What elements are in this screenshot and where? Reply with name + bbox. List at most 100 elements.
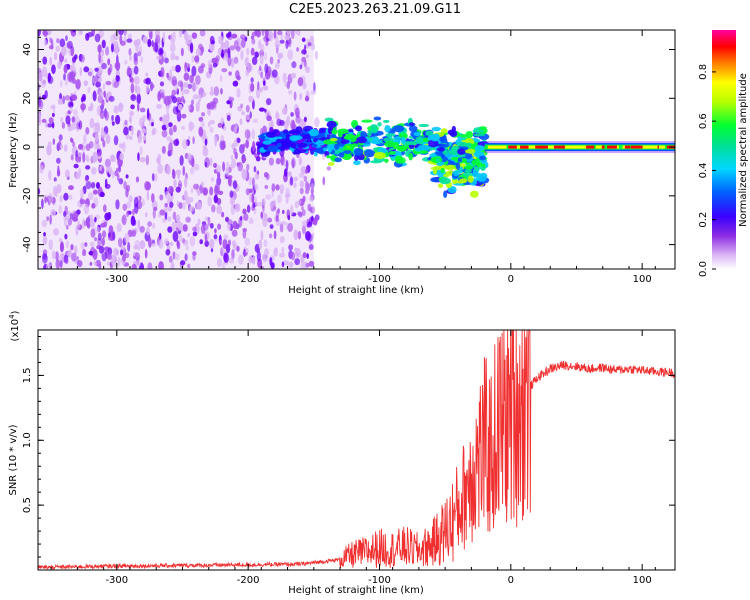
heatmap-cell <box>64 95 71 101</box>
heatmap-cell <box>120 40 126 46</box>
heatmap-cell <box>408 122 415 126</box>
heatmap-cell <box>303 116 307 123</box>
heatmap-cell <box>124 252 130 259</box>
heatmap-cell <box>94 132 99 143</box>
heatmap-cell <box>96 226 100 234</box>
heatmap-cell <box>252 118 258 124</box>
heatmap-cell <box>299 187 304 195</box>
heatmap-cell <box>118 178 124 185</box>
heatmap-cell <box>63 221 67 227</box>
heatmap-cell <box>177 103 183 111</box>
heatmap-cell <box>110 157 117 163</box>
heatmap-cell <box>312 205 316 215</box>
heatmap-cell <box>248 255 253 264</box>
heatmap-cell <box>470 190 479 198</box>
heatmap-cell <box>82 248 87 257</box>
heatmap-cell <box>145 77 151 85</box>
heatmap-cell <box>479 155 486 161</box>
heatmap-cell <box>41 198 44 209</box>
heatmap-cell <box>68 185 74 191</box>
heatmap-cell <box>98 52 101 63</box>
heatmap-cell <box>269 224 274 230</box>
heatmap-cell <box>251 56 258 65</box>
heatmap-cell <box>146 190 150 201</box>
heatmap-cell <box>287 171 293 177</box>
heatmap-cell <box>228 96 235 102</box>
heatmap-cell <box>255 30 261 38</box>
x-tick-label: 100 <box>633 274 652 285</box>
heatmap-cell <box>145 154 150 166</box>
heatmap-cell <box>500 145 506 149</box>
heatmap-cell <box>326 155 331 159</box>
heatmap-cell <box>166 136 172 141</box>
snr-series-line <box>38 330 675 570</box>
heatmap-cell <box>232 180 238 190</box>
heatmap-cell <box>158 238 164 249</box>
heatmap-cell <box>87 86 91 94</box>
heatmap-cell <box>258 239 263 250</box>
heatmap-cell <box>197 190 201 196</box>
heatmap-cell <box>71 56 77 63</box>
heatmap-cell <box>108 95 115 102</box>
heatmap-cell <box>227 219 233 225</box>
heatmap-cell <box>295 126 303 134</box>
heatmap-cell <box>285 39 289 50</box>
heatmap-cell <box>293 182 297 189</box>
heatmap-cell <box>92 249 98 260</box>
colorbar-tick-label: 0.4 <box>698 162 709 178</box>
heatmap-cell <box>261 30 265 36</box>
heatmap-cell <box>100 127 104 134</box>
heatmap-cell <box>269 201 275 209</box>
heatmap-cell <box>42 236 48 245</box>
heatmap-cell <box>254 173 260 180</box>
heatmap-cell <box>287 222 293 232</box>
heatmap-cell <box>68 249 72 258</box>
heatmap-cell <box>90 182 96 189</box>
heatmap-cell <box>344 147 352 151</box>
heatmap-cell <box>178 179 182 185</box>
y-tick-label: 1.0 <box>22 432 33 448</box>
heatmap-cell <box>159 194 164 201</box>
heatmap-cell <box>138 133 143 140</box>
heatmap-cell <box>265 194 272 200</box>
heatmap-cell <box>437 183 444 189</box>
heatmap-cell <box>366 132 372 137</box>
heatmap-cell <box>69 105 73 113</box>
heatmap-cell <box>281 246 285 254</box>
heatmap-cell <box>293 91 297 101</box>
heatmap-cell <box>147 221 152 227</box>
heatmap-cell <box>107 211 112 220</box>
heatmap-cell <box>192 94 199 100</box>
heatmap-cell <box>66 40 73 49</box>
heatmap-cell <box>62 95 66 105</box>
heatmap-cell <box>182 138 188 150</box>
heatmap-cell <box>622 145 626 149</box>
heatmap-cell <box>81 93 86 101</box>
heatmap-cell <box>310 188 314 195</box>
heatmap-cell <box>227 176 232 187</box>
heatmap-cell <box>187 83 193 90</box>
heatmap-cell <box>216 171 221 179</box>
heatmap-cell <box>189 236 196 247</box>
heatmap-cell <box>167 122 173 128</box>
heatmap-cell <box>233 39 239 50</box>
x-tick-label: -200 <box>237 274 260 285</box>
heatmap-cell <box>354 154 359 161</box>
heatmap-cell <box>59 80 63 88</box>
heatmap-cell <box>85 181 92 190</box>
heatmap-cell <box>301 224 306 235</box>
heatmap-cell <box>204 161 208 168</box>
heatmap-cell <box>95 81 101 88</box>
heatmap-cell <box>306 221 313 228</box>
heatmap-cell <box>90 214 94 222</box>
heatmap-cell <box>282 72 288 83</box>
heatmap-cell <box>174 253 180 261</box>
heatmap-cell <box>392 125 405 133</box>
heatmap-cell <box>276 30 283 36</box>
heatmap-cell <box>147 38 152 48</box>
heatmap-cell <box>251 193 255 204</box>
heatmap-cell <box>133 196 139 208</box>
heatmap-cell <box>143 180 150 191</box>
heatmap-cell <box>92 189 99 195</box>
heatmap-cell <box>57 98 64 105</box>
